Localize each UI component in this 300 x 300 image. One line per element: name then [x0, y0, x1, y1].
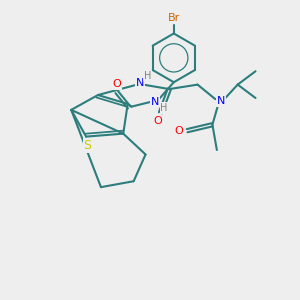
Text: H: H: [144, 71, 152, 81]
Text: Br: Br: [168, 13, 180, 23]
Text: O: O: [175, 126, 183, 136]
Text: N: N: [135, 78, 144, 88]
Text: O: O: [153, 116, 162, 126]
Text: N: N: [217, 96, 225, 106]
Text: O: O: [112, 79, 121, 89]
Text: S: S: [84, 139, 92, 152]
Text: N: N: [151, 97, 159, 106]
Text: H: H: [160, 103, 168, 113]
